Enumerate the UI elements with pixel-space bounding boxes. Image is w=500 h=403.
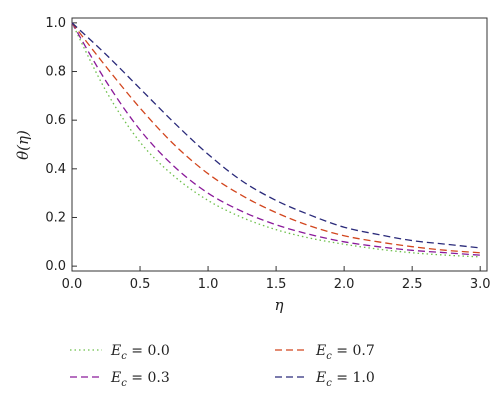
series-lines	[71, 22, 481, 258]
series-line-1	[71, 22, 481, 256]
legend-label: Ec = 1.0	[315, 370, 375, 389]
x-tick-label: 0.5	[130, 277, 151, 292]
x-tick-label: 0.0	[62, 277, 83, 292]
legend: Ec = 0.0 Ec = 0.3 Ec = 0.7 Ec = 1.0	[70, 343, 375, 389]
legend-item: Ec = 0.3	[70, 370, 170, 389]
y-axis-label: θ(η)	[14, 130, 32, 160]
plot-frame	[71, 17, 488, 272]
series-line-3	[71, 22, 481, 249]
y-tick-label: 0.0	[45, 259, 66, 274]
y-tick-label: 0.4	[45, 162, 66, 177]
axis-ticks: 0.0 0.5 1.0 1.5 2.0 2.5 3.0 0.0 0.2 0.4 0.6 0.8 1.0	[45, 16, 490, 292]
legend-item: Ec = 1.0	[275, 370, 375, 389]
legend-label: Ec = 0.3	[110, 370, 170, 389]
x-tick-label: 2.0	[334, 277, 355, 292]
y-tick-label: 1.0	[45, 16, 66, 31]
x-tick-label: 3.0	[470, 277, 491, 292]
y-tick-label: 0.2	[45, 210, 66, 225]
x-tick-label: 1.0	[198, 277, 219, 292]
x-tick-label: 1.5	[266, 277, 287, 292]
x-tick-label: 2.5	[402, 277, 423, 292]
series-line-2	[71, 22, 481, 254]
y-tick-label: 0.6	[45, 113, 66, 128]
legend-item: Ec = 0.7	[275, 343, 375, 362]
y-tick-label: 0.8	[45, 65, 66, 80]
series-line-0	[71, 22, 481, 258]
legend-label: Ec = 0.7	[315, 343, 375, 362]
x-axis-label: η	[275, 296, 284, 314]
legend-label: Ec = 0.0	[110, 343, 170, 362]
legend-item: Ec = 0.0	[70, 343, 170, 362]
